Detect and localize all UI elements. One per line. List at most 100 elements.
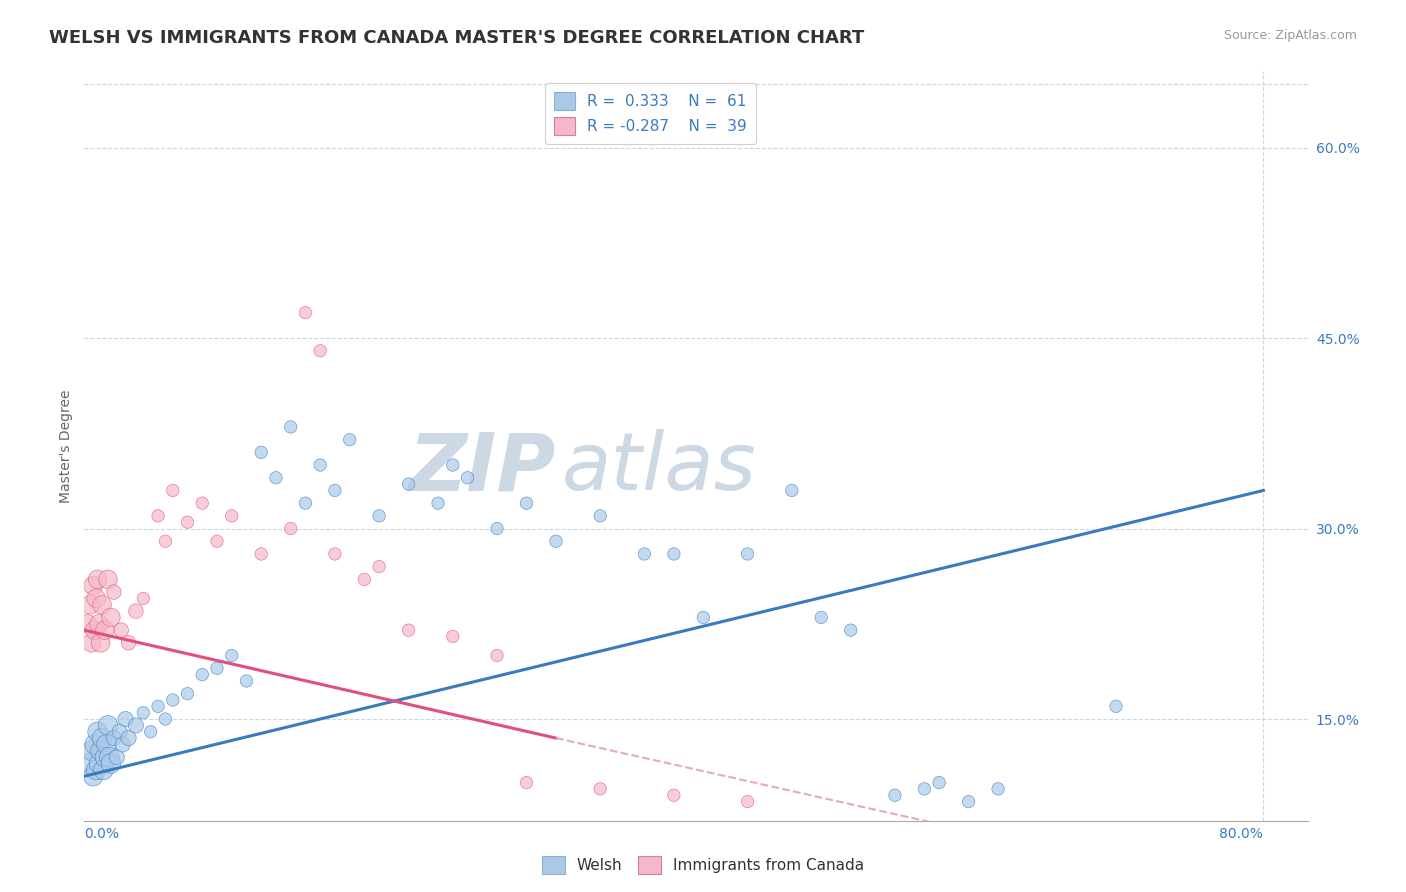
Text: atlas: atlas [561, 429, 756, 508]
Point [162, 693, 184, 707]
Point [309, 458, 332, 472]
Point [94, 750, 117, 764]
Point [77, 756, 100, 771]
Point [82, 579, 104, 593]
Point [662, 547, 685, 561]
Point [323, 483, 346, 498]
Text: ZIP: ZIP [408, 429, 555, 508]
Point [84, 591, 107, 606]
Point [79, 598, 101, 612]
Point [368, 508, 391, 523]
Point [839, 623, 862, 637]
Point [912, 781, 935, 796]
Point [235, 673, 257, 688]
Point [515, 775, 537, 789]
Point [205, 661, 228, 675]
Point [125, 718, 148, 732]
Point [103, 585, 125, 599]
Point [633, 547, 655, 561]
Point [93, 763, 115, 777]
Point [96, 738, 118, 752]
Point [139, 724, 162, 739]
Point [110, 623, 132, 637]
Point [94, 623, 117, 637]
Text: WELSH VS IMMIGRANTS FROM CANADA MASTER'S DEGREE CORRELATION CHART: WELSH VS IMMIGRANTS FROM CANADA MASTER'S… [49, 29, 865, 46]
Point [294, 496, 316, 510]
Point [368, 559, 391, 574]
Point [90, 744, 112, 758]
Point [221, 648, 243, 663]
Point [191, 667, 214, 681]
Point [485, 522, 508, 536]
Point [737, 547, 759, 561]
Point [84, 763, 107, 777]
Point [250, 445, 273, 459]
Text: 80.0%: 80.0% [1219, 827, 1264, 841]
Point [86, 572, 108, 586]
Point [103, 731, 125, 745]
Point [132, 706, 155, 720]
Point [105, 750, 128, 764]
Point [82, 769, 104, 783]
Point [398, 477, 420, 491]
Point [91, 731, 114, 745]
Point [323, 547, 346, 561]
Point [309, 343, 332, 358]
Point [205, 534, 228, 549]
Point [485, 648, 508, 663]
Point [155, 712, 177, 726]
Point [280, 522, 302, 536]
Point [250, 547, 273, 561]
Point [100, 610, 122, 624]
Point [515, 496, 537, 510]
Point [108, 724, 131, 739]
Point [221, 508, 243, 523]
Point [544, 534, 567, 549]
Legend: R =  0.333    N =  61, R = -0.287    N =  39: R = 0.333 N = 61, R = -0.287 N = 39 [544, 83, 756, 144]
Point [125, 604, 148, 618]
Point [280, 420, 302, 434]
Point [589, 781, 612, 796]
Point [294, 306, 316, 320]
Point [76, 616, 98, 631]
Point [810, 610, 832, 624]
Point [457, 471, 479, 485]
Point [80, 636, 103, 650]
Point [98, 750, 121, 764]
Point [398, 623, 420, 637]
Point [264, 471, 287, 485]
Point [353, 572, 375, 586]
Point [692, 610, 714, 624]
Point [589, 508, 612, 523]
Text: 0.0%: 0.0% [84, 827, 120, 841]
Point [737, 795, 759, 809]
Point [928, 775, 950, 789]
Point [146, 699, 169, 714]
Point [80, 744, 103, 758]
Point [90, 636, 112, 650]
Point [957, 795, 980, 809]
Point [91, 598, 114, 612]
Point [780, 483, 803, 498]
Point [83, 738, 105, 752]
Point [146, 508, 169, 523]
Point [339, 433, 361, 447]
Point [83, 623, 105, 637]
Point [191, 496, 214, 510]
Point [87, 616, 110, 631]
Point [884, 789, 907, 803]
Point [97, 572, 120, 586]
Y-axis label: Master's Degree: Master's Degree [59, 389, 73, 503]
Point [114, 712, 136, 726]
Point [441, 630, 464, 644]
Point [662, 789, 685, 803]
Point [987, 781, 1010, 796]
Point [100, 756, 122, 771]
Point [427, 496, 450, 510]
Point [162, 483, 184, 498]
Point [111, 738, 134, 752]
Point [117, 636, 139, 650]
Point [155, 534, 177, 549]
Point [87, 756, 110, 771]
Point [176, 515, 198, 529]
